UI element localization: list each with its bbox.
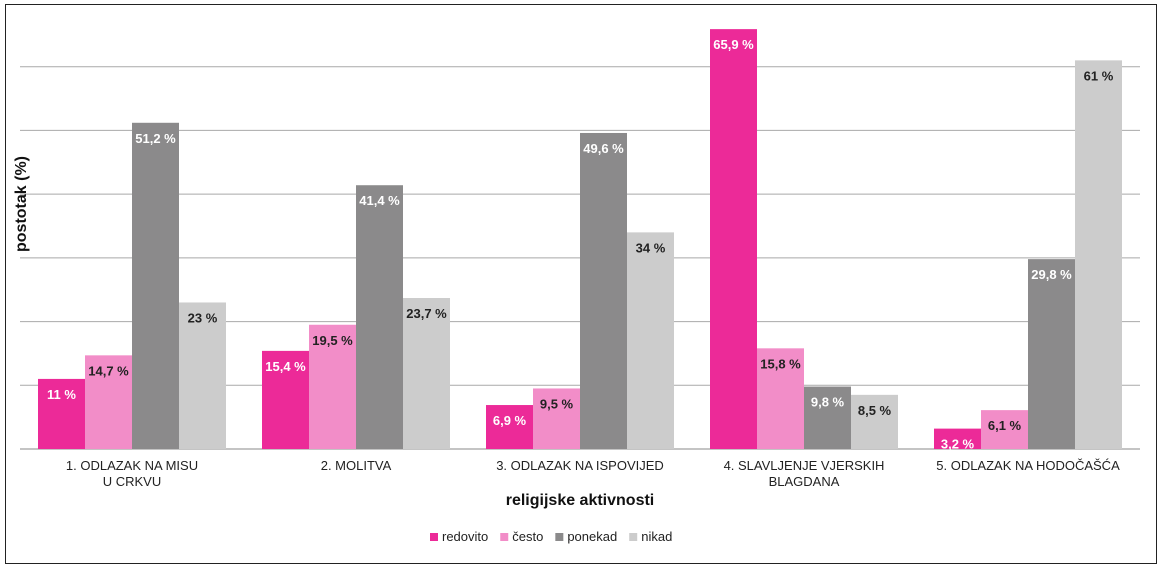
data-label-redovito-2: 15,4 % xyxy=(265,359,306,374)
x-axis-title: religijske aktivnosti xyxy=(506,492,655,509)
data-label-često-3: 9,5 % xyxy=(540,396,574,411)
data-label-ponekad-3: 49,6 % xyxy=(583,141,624,156)
data-label-ponekad-5: 29,8 % xyxy=(1031,267,1072,282)
bar-ponekad-4 xyxy=(804,386,851,449)
bar-redovito-3 xyxy=(486,405,533,449)
legend-swatch-ponekad xyxy=(555,533,564,541)
bar-redovito-5 xyxy=(934,428,981,449)
bar-nikad-1 xyxy=(179,302,226,449)
category-label-2: 2. MOLITVA xyxy=(321,458,392,473)
legend: redovito često ponekad nikad xyxy=(430,529,672,544)
data-label-nikad-5: 61 % xyxy=(1084,68,1114,83)
bar-redovito-4 xyxy=(710,29,757,449)
data-label-ponekad-2: 41,4 % xyxy=(359,193,400,208)
bar-često-2 xyxy=(309,324,356,449)
legend-item-redovito: redovito xyxy=(430,529,488,544)
legend-item-često: često xyxy=(500,529,543,544)
bar-redovito-1 xyxy=(38,378,85,449)
data-label-nikad-3: 34 % xyxy=(636,240,666,255)
bars xyxy=(38,29,1122,450)
data-label-često-5: 6,1 % xyxy=(988,418,1022,433)
y-axis-title: postotak (%) xyxy=(13,156,30,252)
bar-redovito-2 xyxy=(262,350,309,449)
data-label-redovito-3: 6,9 % xyxy=(493,413,527,428)
legend-swatch-redovito xyxy=(430,533,438,541)
category-labels: 1. ODLAZAK NA MISU U CRKVU 2. MOLITVA 3. OD… xyxy=(66,458,1120,489)
data-label-redovito-4: 65,9 % xyxy=(713,37,754,52)
bar-često-1 xyxy=(85,355,132,449)
bar-ponekad-5 xyxy=(1028,259,1075,449)
legend-label-redovito: redovito xyxy=(442,529,488,544)
data-label-ponekad-4: 9,8 % xyxy=(811,395,845,410)
legend-label-nikad: nikad xyxy=(641,529,672,544)
legend-swatch-nikad xyxy=(629,533,638,541)
data-label-nikad-1: 23 % xyxy=(188,310,218,325)
legend-item-ponekad: ponekad xyxy=(555,529,617,544)
data-label-redovito-1: 11 % xyxy=(47,387,76,402)
bar-nikad-4 xyxy=(851,394,898,449)
bar-nikad-2 xyxy=(403,297,450,449)
data-label-nikad-2: 23,7 % xyxy=(406,306,447,321)
legend-swatch-često xyxy=(500,533,509,541)
bar-često-5 xyxy=(981,410,1028,449)
bar-ponekad-1 xyxy=(132,122,179,449)
data-label-često-2: 19,5 % xyxy=(312,333,353,348)
bar-ponekad-3 xyxy=(580,132,627,449)
legend-label-često: često xyxy=(512,529,543,544)
bar-nikad-3 xyxy=(627,232,674,449)
bar-ponekad-2 xyxy=(356,185,403,450)
category-label-5: 5. ODLAZAK NA HODOČAŠĆA xyxy=(936,458,1120,473)
category-label-1: 1. ODLAZAK NA MISU U CRKVU xyxy=(66,458,198,489)
data-label-ponekad-1: 51,2 % xyxy=(135,131,176,146)
bar-često-3 xyxy=(533,388,580,449)
bar-nikad-5 xyxy=(1075,60,1122,449)
category-label-4: 4. SLAVLJENJE VJERSKIH BLAGDANA xyxy=(724,458,885,489)
bar-često-4 xyxy=(757,348,804,449)
category-label-3: 3. ODLAZAK NA ISPOVIJED xyxy=(496,458,664,473)
data-labels: 11 % 14,7 % 51,2 % 23 % 15,4 % 19,5 % 41,4 % 23… xyxy=(47,37,1114,451)
legend-item-nikad: nikad xyxy=(629,529,672,544)
data-label-često-1: 14,7 % xyxy=(88,363,129,378)
data-label-redovito-5: 3,2 % xyxy=(941,437,975,452)
legend-label-ponekad: ponekad xyxy=(567,529,617,544)
data-label-često-4: 15,8 % xyxy=(760,356,801,371)
data-label-nikad-4: 8,5 % xyxy=(858,403,892,418)
